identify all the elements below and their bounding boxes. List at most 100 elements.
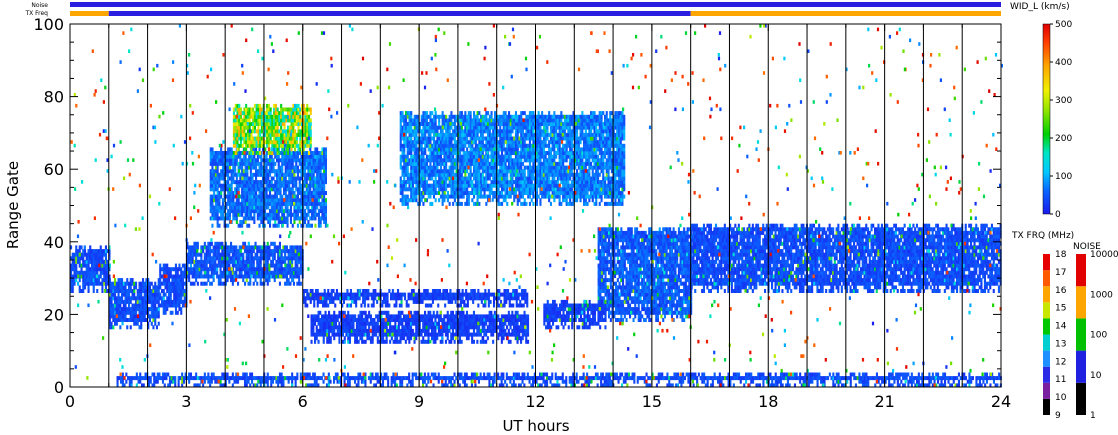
data-cell <box>818 256 821 261</box>
data-cell <box>711 241 714 246</box>
data-cell <box>117 296 120 301</box>
data-cell <box>870 267 873 272</box>
data-cell <box>606 299 609 304</box>
data-cell <box>816 252 819 257</box>
data-cell <box>622 230 625 235</box>
data-cell <box>783 274 786 279</box>
data-cell <box>992 249 995 254</box>
data-cell <box>809 285 812 290</box>
data-cell <box>615 281 618 286</box>
data-cell <box>837 241 840 246</box>
data-cell <box>646 310 649 315</box>
data-cell <box>938 274 941 279</box>
data-cell <box>80 256 83 261</box>
data-cell <box>656 289 659 293</box>
data-cell <box>216 274 219 279</box>
data-cell <box>865 256 868 261</box>
data-cell <box>198 267 201 272</box>
data-cell <box>875 249 878 254</box>
data-pixels <box>70 24 1003 388</box>
data-cell <box>765 256 768 261</box>
data-cell <box>891 281 894 286</box>
data-cell <box>237 252 240 257</box>
data-cell <box>956 245 959 250</box>
data-cell <box>811 274 814 279</box>
data-cell <box>692 227 695 232</box>
data-cell <box>627 285 630 290</box>
data-cell <box>983 263 986 268</box>
data-cell <box>167 296 170 301</box>
data-cell <box>777 274 780 279</box>
data-cell <box>152 310 155 315</box>
data-cell <box>954 259 957 264</box>
data-cell <box>228 245 231 250</box>
data-cell <box>858 270 861 275</box>
data-cell <box>887 234 890 239</box>
data-cell <box>823 259 826 264</box>
data-cell <box>613 303 616 308</box>
data-cell <box>772 278 775 283</box>
data-cell <box>599 274 602 279</box>
data-cell <box>135 307 138 312</box>
data-cell <box>101 278 104 283</box>
data-cell <box>186 256 189 261</box>
data-cell <box>716 281 719 286</box>
data-cell <box>106 274 109 279</box>
data-cell <box>264 249 267 254</box>
data-cell <box>169 292 172 297</box>
data-cell <box>760 274 763 279</box>
data-cell <box>709 234 712 239</box>
data-cell <box>784 249 787 254</box>
data-cell <box>641 230 644 235</box>
data-cell <box>173 267 176 272</box>
data-cell <box>987 245 990 250</box>
data-cell <box>186 267 189 272</box>
data-cell <box>167 289 170 293</box>
data-cell <box>282 267 285 272</box>
data-cell <box>99 256 102 261</box>
data-cell <box>853 252 856 257</box>
data-cell <box>285 267 288 272</box>
data-cell <box>620 230 623 235</box>
data-cell <box>70 256 73 261</box>
data-cell <box>819 241 822 246</box>
data-cell <box>779 263 782 268</box>
data-cell <box>921 234 924 239</box>
data-cell <box>825 263 828 268</box>
data-cell <box>784 274 787 279</box>
data-cell <box>975 289 978 293</box>
data-cell <box>919 278 922 283</box>
data-cell <box>812 234 815 239</box>
data-cell <box>94 252 97 257</box>
data-cell <box>898 281 901 286</box>
data-cell <box>900 227 903 232</box>
data-cell <box>611 310 614 315</box>
data-cell <box>256 274 259 279</box>
data-cell <box>987 230 990 235</box>
data-cell <box>942 278 945 283</box>
data-cell <box>252 259 255 264</box>
data-cell <box>268 274 271 279</box>
data-cell <box>597 267 600 272</box>
data-cell <box>289 252 292 257</box>
data-cell <box>894 241 897 246</box>
data-cell <box>89 278 92 283</box>
data-cell <box>755 252 758 257</box>
data-cell <box>952 245 955 250</box>
data-cell <box>660 267 663 272</box>
data-cell <box>601 263 604 268</box>
data-cell <box>872 241 875 246</box>
data-cell <box>155 307 158 312</box>
data-cell <box>653 274 656 279</box>
data-cell <box>129 325 132 330</box>
data-cell <box>853 259 856 264</box>
data-cell <box>942 267 945 272</box>
data-cell <box>639 263 642 268</box>
data-cell <box>819 238 822 243</box>
data-cell <box>189 256 192 261</box>
data-cell <box>816 289 819 293</box>
data-cell <box>880 270 883 275</box>
data-cell <box>138 325 141 330</box>
data-cell <box>867 270 870 275</box>
data-cell <box>602 263 605 268</box>
